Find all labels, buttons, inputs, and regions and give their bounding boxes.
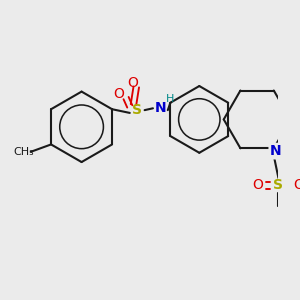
- Text: N: N: [154, 101, 166, 115]
- Text: O: O: [113, 87, 124, 101]
- Text: O: O: [253, 178, 263, 192]
- Text: S: S: [132, 103, 142, 117]
- Text: O: O: [127, 76, 138, 90]
- Text: CH₃: CH₃: [13, 147, 34, 157]
- Text: O: O: [293, 178, 300, 192]
- Text: S: S: [273, 178, 284, 192]
- Text: H: H: [166, 94, 174, 104]
- Text: N: N: [270, 144, 281, 158]
